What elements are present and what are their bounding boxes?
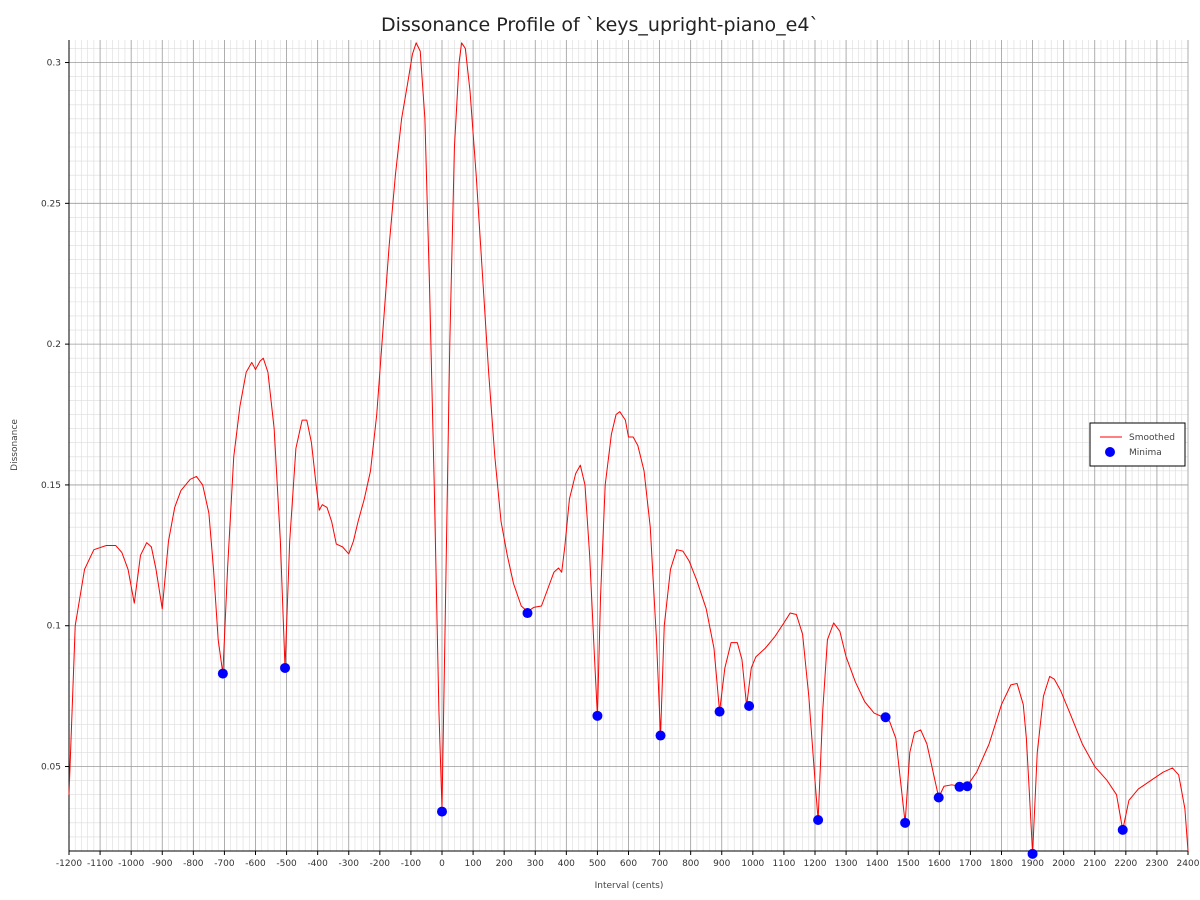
x-axis-label: Interval (cents) — [595, 881, 664, 891]
x-tick-label: 1700 — [959, 859, 982, 869]
y-tick-labels: 0.05 0.1 0.15 0.2 0.25 0.3 — [41, 59, 69, 773]
legend-minima-label: Minima — [1129, 448, 1162, 458]
x-tick-label: 2200 — [1114, 859, 1137, 869]
y-tick-label: 0.25 — [41, 199, 61, 209]
x-tick-label: -1200 — [56, 859, 82, 869]
x-tick-label: -1000 — [118, 859, 144, 869]
x-tick-label: 1300 — [835, 859, 858, 869]
x-tick-label: 1500 — [897, 859, 920, 869]
minima-point — [813, 815, 824, 826]
x-tick-label: -500 — [276, 859, 297, 869]
x-tick-label: 1900 — [1021, 859, 1044, 869]
smoothed-line — [68, 42, 1189, 855]
minima-point — [592, 710, 603, 721]
x-tick-label: 700 — [651, 859, 668, 869]
x-tick-labels: -1200 -1100 -1000 -900 -800 -700 -600 -500 -400-… — [56, 851, 1200, 869]
minima-point — [714, 706, 725, 717]
minima-point — [744, 700, 755, 711]
minima-point — [522, 608, 533, 619]
minima-point — [900, 817, 911, 828]
legend-smoothed-label: Smoothed — [1129, 433, 1175, 443]
x-tick-label: 1800 — [990, 859, 1013, 869]
y-tick-label: 0.15 — [41, 481, 61, 491]
minima-point — [962, 781, 973, 792]
minima-point — [655, 730, 666, 741]
legend-box — [1089, 422, 1186, 467]
minima-point — [280, 662, 291, 673]
x-tick-label: -100 — [401, 859, 422, 869]
minima-point — [217, 668, 228, 679]
y-tick-label: 0.05 — [41, 763, 61, 773]
legend-minima-swatch — [1105, 447, 1115, 457]
x-tick-label: -300 — [339, 859, 360, 869]
x-tick-label: 1600 — [928, 859, 951, 869]
x-tick-label: 1400 — [866, 859, 889, 869]
x-tick-label: 900 — [713, 859, 730, 869]
x-tick-label: 800 — [682, 859, 699, 869]
y-axis-label: Dissonance — [10, 419, 20, 471]
x-tick-label: 1200 — [804, 859, 827, 869]
series-layer — [68, 42, 1189, 859]
y-tick-label: 0.1 — [47, 622, 61, 632]
minima-point — [1027, 848, 1038, 859]
minima-point — [437, 806, 447, 817]
minima-point — [954, 781, 965, 792]
x-tick-label: -1100 — [87, 859, 113, 869]
legend: Smoothed Minima — [1089, 422, 1186, 467]
x-tick-label: 100 — [464, 859, 481, 869]
x-tick-label: -700 — [214, 859, 235, 869]
x-tick-label: -800 — [183, 859, 204, 869]
x-tick-label: 500 — [589, 859, 606, 869]
x-tick-label: 0 — [439, 859, 445, 869]
x-tick-label: 1000 — [741, 859, 764, 869]
x-tick-label: -200 — [370, 859, 391, 869]
x-tick-label: -400 — [307, 859, 328, 869]
minima-point — [880, 712, 891, 723]
x-tick-label: 200 — [496, 859, 513, 869]
x-tick-label: 1100 — [772, 859, 795, 869]
y-tick-label: 0.3 — [47, 59, 61, 69]
x-tick-label: -900 — [152, 859, 173, 869]
minima-point — [1117, 824, 1128, 835]
x-tick-label: -600 — [245, 859, 266, 869]
x-tick-label: 2000 — [1052, 859, 1075, 869]
x-tick-label: 2100 — [1083, 859, 1106, 869]
x-tick-label: 2400 — [1177, 859, 1200, 869]
chart-title: Dissonance Profile of `keys_upright-pian… — [381, 14, 819, 36]
x-tick-label: 600 — [620, 859, 637, 869]
minima-point — [933, 792, 944, 803]
x-tick-label: 2300 — [1145, 859, 1168, 869]
x-tick-label: 300 — [527, 859, 544, 869]
y-tick-label: 0.2 — [47, 340, 61, 350]
x-tick-label: 400 — [558, 859, 575, 869]
